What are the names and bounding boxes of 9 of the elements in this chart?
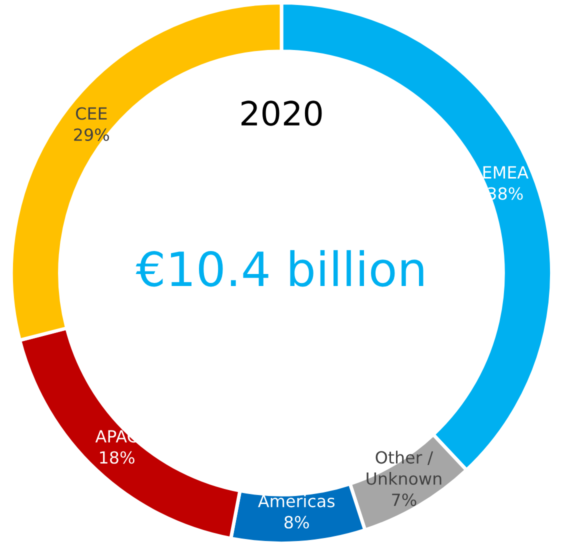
data-label: 7%: [392, 493, 416, 506]
text: 2020: [242, 100, 322, 126]
slice-label: CEE: [76, 107, 107, 120]
slice-label: Other / Unknown: [366, 450, 442, 485]
data-label: 18%: [100, 451, 134, 464]
data-label: 8%: [284, 516, 309, 529]
slice-label: Americas: [258, 494, 335, 508]
text: €10.4 billion: [136, 250, 424, 287]
slice-label: EMEA: [483, 166, 528, 178]
